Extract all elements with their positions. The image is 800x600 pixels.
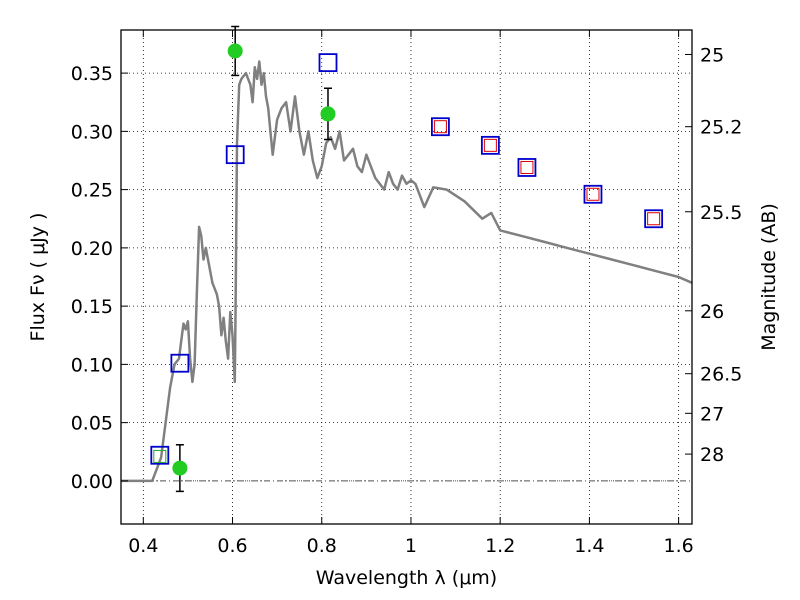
x-tick-label: 0.8 [307,535,337,557]
model-square-marker [153,449,167,463]
observed-square-marker [225,145,245,165]
observed-square-marker [318,53,338,73]
observed-square-marker [644,209,664,229]
y-axis-right-title: Magnitude (AB) [758,203,780,351]
right-tick-label: 28 [700,444,724,466]
flux-point [320,106,336,122]
model-square-marker [586,187,600,201]
observed-square-marker [150,445,170,465]
y-tick-label: 0.05 [71,413,113,435]
y-tick-label: 0.15 [71,296,113,318]
right-tick-label: 26.5 [700,364,742,386]
observed-square-marker [170,353,190,373]
x-tick-label: 0.4 [128,535,158,557]
x-tick-label: 1.6 [664,535,694,557]
plot-frame [120,29,693,525]
observed-square-marker [517,158,537,177]
right-tick-label: 27 [700,403,724,425]
x-axis-title: Wavelength λ (μm) [316,567,497,589]
ticks: 0.4 0.6 0.8 1 1.2 1.4 1.6 0.00 0.05 0.10 0.15 0.20 0… [71,30,742,557]
y-axis-title: Flux Fν ( μJy ) [27,213,49,342]
x-tick-label: 1.2 [485,535,515,557]
right-tick-label: 25.2 [700,117,742,139]
model-square-marker [433,120,447,134]
x-tick-label: 0.6 [217,535,247,557]
flux-point [172,460,188,476]
y-tick-label: 0.35 [71,63,113,85]
right-tick-label: 25.5 [700,202,742,224]
y-tick-label: 0.30 [71,121,113,143]
right-tick-label: 26 [700,301,724,323]
model-square-marker [520,160,534,174]
model-square-marker [647,212,661,226]
model-square-marker [483,138,497,152]
x-tick-label: 1 [405,535,417,557]
sed-model-line [121,60,693,483]
flux-point [227,43,243,59]
x-tick-label: 1.4 [574,535,604,557]
observed-square-marker [480,135,500,155]
right-tick-label: 25 [700,44,724,66]
y-tick-label: 0.00 [71,471,113,493]
observed-square-marker [583,184,603,204]
y-tick-label: 0.10 [71,354,113,376]
grid [121,30,692,524]
observed-square-marker [431,117,450,137]
y-tick-label: 0.20 [71,238,113,260]
y-tick-label: 0.25 [71,180,113,202]
series-layer [121,25,693,493]
